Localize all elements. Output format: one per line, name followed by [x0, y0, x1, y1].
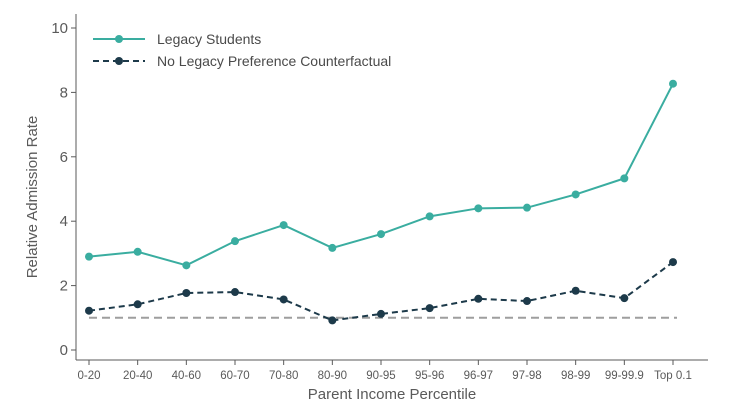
data-point: [133, 247, 142, 256]
data-point: [182, 261, 191, 270]
data-point: [85, 252, 93, 261]
y-tick-label: 8: [60, 84, 68, 101]
legend: Legacy Students No Legacy Preference Coun…: [93, 31, 391, 69]
y-tick-label: 4: [60, 213, 68, 230]
data-point: [523, 297, 531, 306]
x-tick-label: 0-20: [77, 370, 100, 382]
data-point: [523, 203, 531, 212]
x-axis-title: Parent Income Percentile: [308, 386, 476, 403]
x-tick-label: 80-90: [318, 370, 347, 382]
legend-swatch-marker: [115, 35, 123, 43]
data-point: [571, 190, 580, 199]
data-point: [620, 294, 629, 303]
series-legacy-students: [85, 79, 677, 270]
x-ticks: 0-20 20-40 40-60 60-70 70-80 80-90 90-95 95-96 9…: [77, 360, 692, 382]
legend-label: Legacy Students: [157, 31, 261, 47]
data-point: [571, 286, 580, 295]
x-tick-label: 99-99.9: [605, 370, 644, 382]
data-point: [620, 174, 629, 183]
x-tick-label: 60-70: [220, 370, 249, 382]
x-tick-label: Top 0.1: [654, 370, 692, 382]
data-point: [669, 258, 677, 267]
data-point: [85, 306, 93, 315]
data-point: [425, 304, 434, 313]
legend-label: No Legacy Preference Counterfactual: [157, 53, 391, 69]
data-point: [279, 295, 288, 304]
data-point: [474, 294, 483, 303]
y-axis-title: Relative Admission Rate: [24, 116, 41, 279]
data-point: [231, 237, 239, 246]
data-point: [377, 309, 385, 318]
legend-swatch-marker: [115, 57, 123, 65]
data-point: [328, 243, 337, 252]
data-point: [231, 288, 239, 297]
axes: [75, 14, 708, 361]
y-ticks: 0 2 4 6 8 10: [51, 20, 76, 359]
y-tick-label: 10: [51, 20, 68, 37]
y-tick-label: 6: [60, 149, 68, 166]
y-tick-label: 2: [60, 278, 68, 295]
data-point: [328, 316, 337, 325]
data-point: [133, 300, 142, 309]
data-point: [279, 221, 288, 230]
x-tick-label: 70-80: [269, 370, 298, 382]
data-point: [474, 204, 483, 213]
x-tick-label: 97-98: [512, 370, 541, 382]
data-point: [377, 230, 385, 239]
x-tick-label: 95-96: [415, 370, 444, 382]
x-tick-label: 20-40: [123, 370, 152, 382]
x-tick-label: 96-97: [464, 370, 493, 382]
data-point: [182, 289, 191, 298]
data-point: [669, 79, 677, 88]
data-point: [425, 212, 434, 221]
series-no-legacy-counterfactual: [85, 258, 677, 325]
x-tick-label: 90-95: [366, 370, 395, 382]
x-tick-label: 98-99: [561, 370, 590, 382]
x-tick-label: 40-60: [172, 370, 201, 382]
y-tick-label: 0: [60, 342, 68, 359]
series-layer: [85, 79, 677, 325]
